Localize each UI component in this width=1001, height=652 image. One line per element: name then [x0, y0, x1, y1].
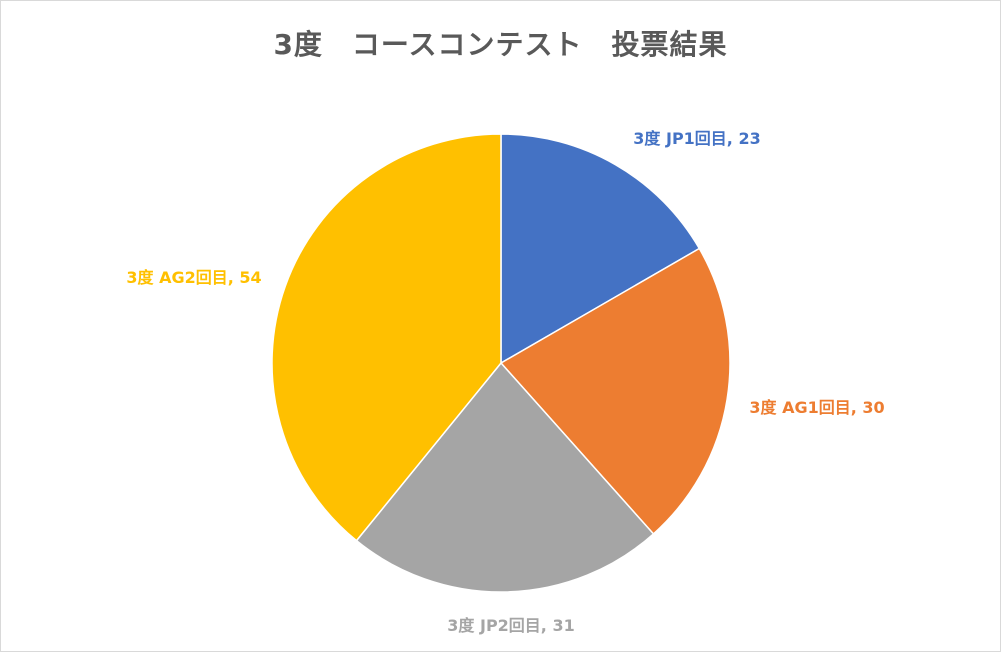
- data-label: 3度 AG1回目, 30: [749, 398, 884, 417]
- data-labels: 3度 JP1回目, 23 3度 AG1回目, 30 3度 JP2回目, 31 3度 A…: [126, 129, 884, 635]
- data-label: 3度 AG2回目, 54: [126, 268, 261, 287]
- pie-slice: [499, 247, 731, 535]
- data-label: 3度 JP2回目, 31: [447, 616, 574, 635]
- pie-slice: [500, 133, 701, 365]
- pie-slice: [271, 133, 502, 542]
- data-label: 3度 JP1回目, 23: [633, 129, 760, 148]
- chart-title: 3度 コースコンテスト 投票結果: [273, 28, 728, 61]
- pie-slice: [355, 361, 655, 593]
- pie-slices: [271, 133, 731, 593]
